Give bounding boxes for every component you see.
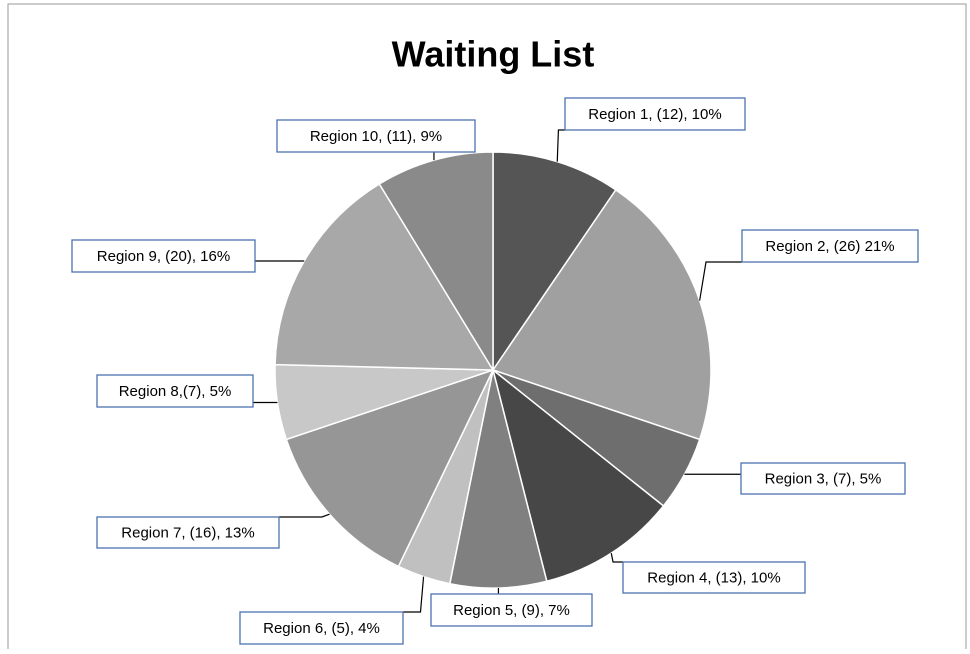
- data-label: Region 8,(7), 5%: [119, 383, 232, 400]
- data-label: Region 10, (11), 9%: [310, 128, 442, 145]
- pie-slice: [378, 151, 494, 373]
- data-label: Region 9, (20), 16%: [97, 248, 230, 265]
- label-box: [741, 229, 919, 263]
- label-box: [622, 561, 806, 594]
- data-label: Region 4, (13), 10%: [647, 569, 780, 586]
- leader-line: [403, 576, 425, 613]
- pie-slice: [491, 188, 712, 441]
- pie-slice: [274, 182, 495, 371]
- data-label: Region 3, (7), 5%: [765, 470, 882, 487]
- leader-line: [610, 553, 623, 563]
- label-box: [430, 593, 593, 627]
- leader-line: [699, 261, 742, 301]
- label-box: [740, 462, 906, 495]
- data-label: Region 7, (16), 13%: [121, 524, 254, 541]
- label-box: [96, 516, 280, 549]
- label-box: [96, 374, 254, 408]
- data-label: Region 1, (12), 10%: [588, 106, 721, 123]
- leader-line: [279, 513, 330, 518]
- leader-line: [556, 129, 565, 162]
- label-box: [276, 119, 476, 153]
- chart-title: Waiting List: [392, 34, 595, 75]
- label-box: [564, 97, 746, 131]
- label-box: [71, 239, 256, 273]
- data-label: Region 6, (5), 4%: [263, 620, 380, 637]
- data-label: Region 2, (26) 21%: [765, 238, 894, 255]
- pie-slice: [285, 368, 495, 568]
- data-label: Region 5, (9), 7%: [453, 602, 570, 619]
- pie-slice: [492, 151, 617, 373]
- label-box: [239, 611, 404, 645]
